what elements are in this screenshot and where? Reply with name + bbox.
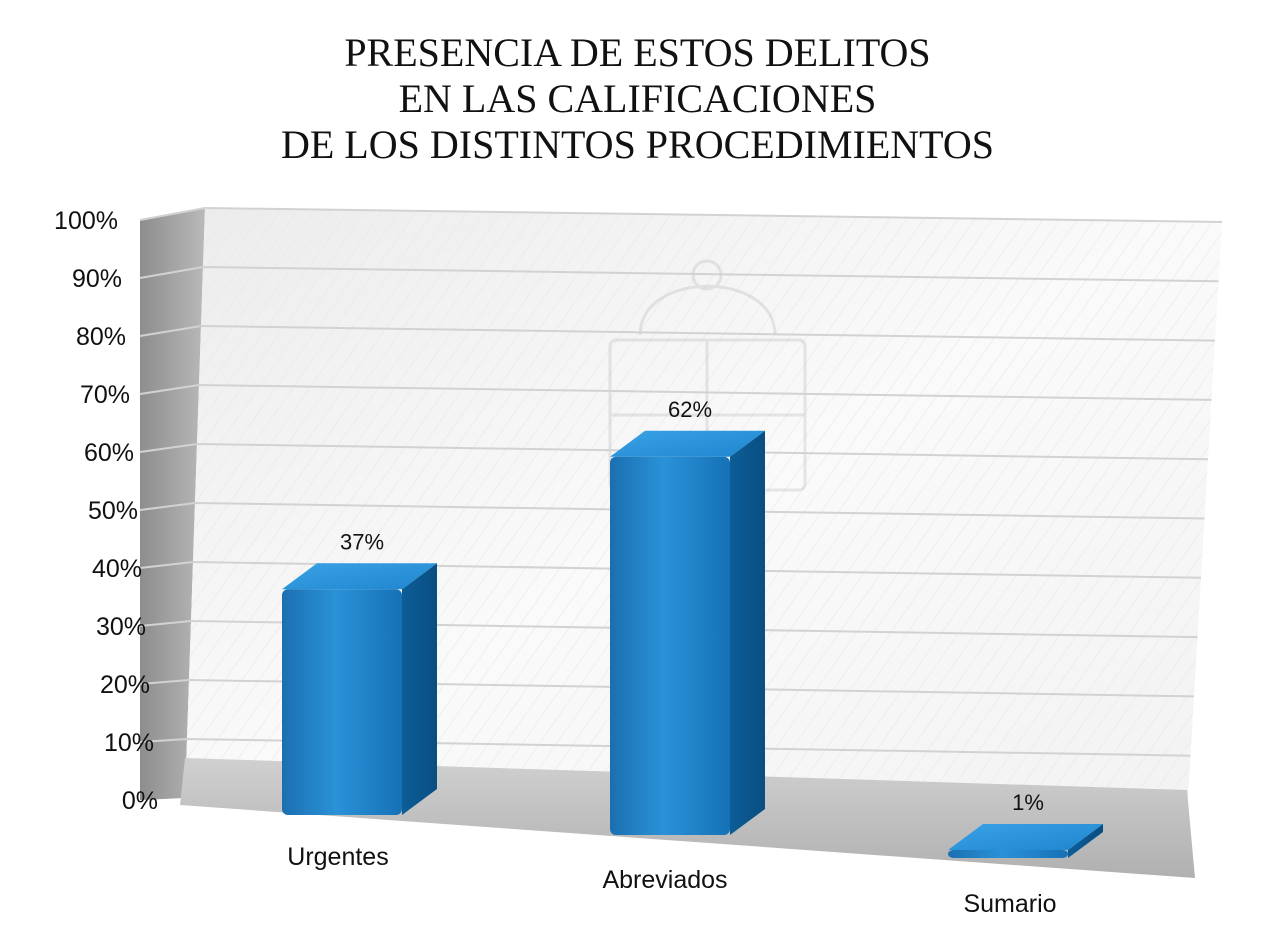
gridline: [139, 206, 1223, 223]
gridline: [139, 619, 1198, 639]
gridline: [139, 501, 1205, 520]
gridline: [139, 383, 1212, 401]
gridline: [139, 324, 1216, 342]
y-tick-label: 0%: [122, 787, 158, 815]
y-axis-ticks: 0% 10% 20% 30% 40% 50% 60% 70% 80% 90% 100%: [54, 207, 158, 815]
y-tick-label: 90%: [72, 265, 122, 293]
category-labels: Urgentes Abreviados Sumario: [287, 843, 1056, 918]
left-wall: [140, 208, 205, 800]
gridline: [139, 737, 1191, 757]
category-label: Sumario: [963, 890, 1056, 918]
category-label: Urgentes: [287, 843, 388, 871]
data-labels: 37% 62% 1%: [340, 397, 1044, 815]
y-tick-label: 60%: [84, 439, 134, 467]
gridline: [139, 442, 1209, 461]
y-tick-label: 40%: [92, 555, 142, 583]
chart-title: PRESENCIA DE ESTOS DELITOS EN LAS CALIFI…: [0, 30, 1275, 168]
y-tick-label: 20%: [100, 671, 150, 699]
data-label: 1%: [1012, 790, 1044, 815]
y-tick-label: 70%: [80, 381, 130, 409]
y-tick-label: 50%: [88, 497, 138, 525]
title-line-3: DE LOS DISTINTOS PROCEDIMIENTOS: [280, 122, 994, 167]
category-label: Abreviados: [602, 866, 727, 894]
gridline: [139, 265, 1219, 283]
y-tick-label: 10%: [104, 729, 154, 757]
data-label: 62%: [668, 397, 712, 422]
title-line-1: PRESENCIA DE ESTOS DELITOS: [344, 30, 931, 75]
bar-sumario: [948, 824, 1103, 858]
data-label: 37%: [340, 529, 384, 554]
gridline: [139, 678, 1195, 698]
y-tick-label: 30%: [96, 613, 146, 641]
bar-urgentes: [282, 563, 437, 815]
bars: [282, 430, 1103, 858]
bar-abreviados: [610, 430, 765, 835]
title-line-2: EN LAS CALIFICACIONES: [398, 76, 877, 121]
y-tick-label: 80%: [76, 323, 126, 351]
gridline: [139, 560, 1202, 579]
gridlines: [139, 206, 1223, 757]
y-tick-label: 100%: [54, 207, 118, 235]
